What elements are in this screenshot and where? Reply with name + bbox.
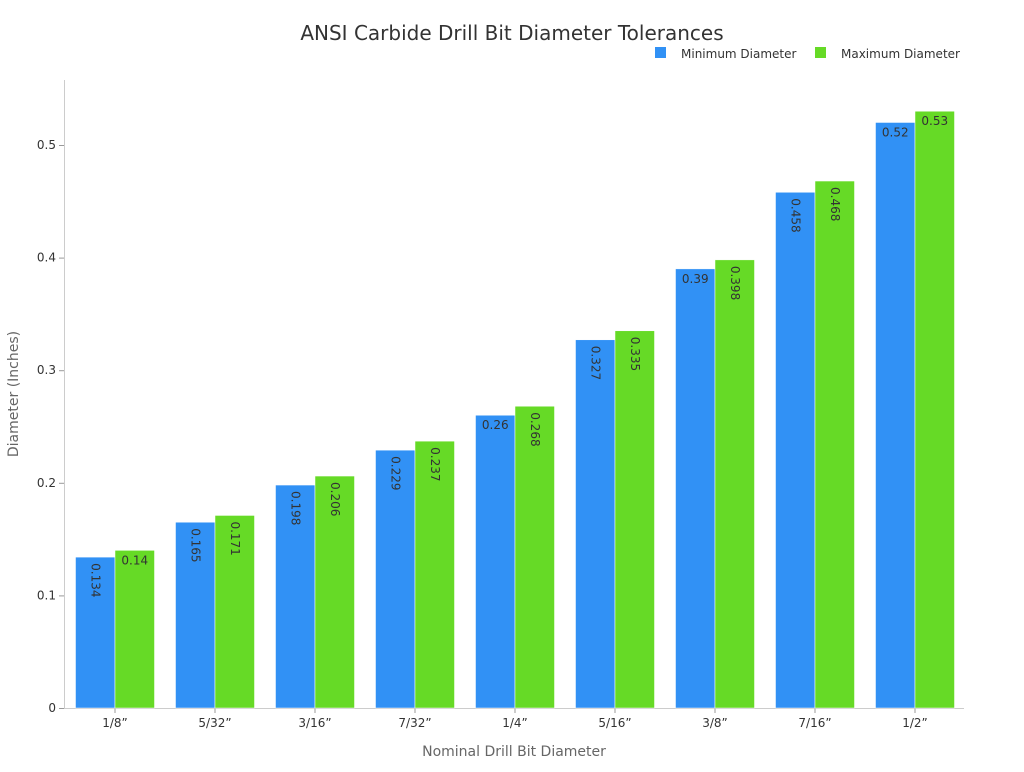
- y-tick-label: 0.4: [37, 251, 56, 265]
- x-tick-label: 7/32”: [398, 716, 431, 730]
- legend-label-min: Minimum Diameter: [681, 47, 797, 61]
- bar: [775, 192, 816, 709]
- data-label: 0.327: [588, 346, 602, 380]
- bar: [614, 330, 655, 709]
- y-tick-label: 0.5: [37, 138, 56, 152]
- data-label: 0.398: [728, 266, 742, 300]
- legend-swatch-max: [815, 47, 826, 58]
- data-label: 0.53: [921, 114, 948, 128]
- data-label: 0.458: [788, 198, 802, 232]
- y-axis-label: Diameter (Inches): [6, 331, 22, 457]
- data-label: 0.134: [88, 563, 102, 597]
- x-tick-label: 1/8”: [102, 716, 128, 730]
- data-label: 0.26: [482, 418, 509, 432]
- bar: [314, 475, 355, 709]
- legend: Minimum Diameter Maximum Diameter: [655, 47, 960, 61]
- bar: [475, 414, 516, 709]
- data-label: 0.14: [121, 553, 148, 567]
- data-label: 0.52: [882, 125, 909, 139]
- data-label: 0.229: [388, 456, 402, 490]
- y-tick-label: 0.1: [37, 588, 56, 602]
- x-tick-label: 3/16”: [298, 716, 331, 730]
- x-tick-label: 1/4”: [502, 716, 528, 730]
- legend-swatch-min: [655, 47, 666, 58]
- chart-title: ANSI Carbide Drill Bit Diameter Toleranc…: [300, 21, 723, 45]
- y-tick-label: 0: [48, 701, 56, 715]
- x-tick-label: 1/2”: [902, 716, 928, 730]
- bar: [675, 268, 716, 709]
- data-label: 0.268: [528, 412, 542, 446]
- bar: [814, 180, 855, 709]
- data-label: 0.39: [682, 272, 709, 286]
- x-axis-label: Nominal Drill Bit Diameter: [422, 744, 606, 760]
- y-tick-label: 0.2: [37, 476, 56, 490]
- bar: [714, 259, 755, 709]
- y-tick-label: 0.3: [37, 363, 56, 377]
- x-tick-label: 3/8”: [702, 716, 728, 730]
- bar: [414, 440, 455, 709]
- data-label: 0.165: [188, 528, 202, 562]
- x-tick-label: 7/16”: [798, 716, 831, 730]
- bar: [514, 405, 555, 709]
- bar: [214, 515, 255, 709]
- bar: [575, 339, 616, 709]
- bar: [114, 550, 155, 709]
- x-tick-label: 5/32”: [198, 716, 231, 730]
- data-label: 0.171: [228, 521, 242, 555]
- data-label: 0.335: [628, 337, 642, 371]
- data-label: 0.237: [428, 447, 442, 481]
- bar: [275, 484, 316, 709]
- bar: [375, 449, 416, 709]
- bar: [875, 122, 916, 709]
- legend-label-max: Maximum Diameter: [841, 47, 960, 61]
- data-label: 0.206: [328, 482, 342, 516]
- bar: [175, 521, 216, 709]
- x-tick-label: 5/16”: [598, 716, 631, 730]
- bar: [914, 110, 955, 709]
- data-label: 0.198: [288, 491, 302, 525]
- data-label: 0.468: [828, 187, 842, 221]
